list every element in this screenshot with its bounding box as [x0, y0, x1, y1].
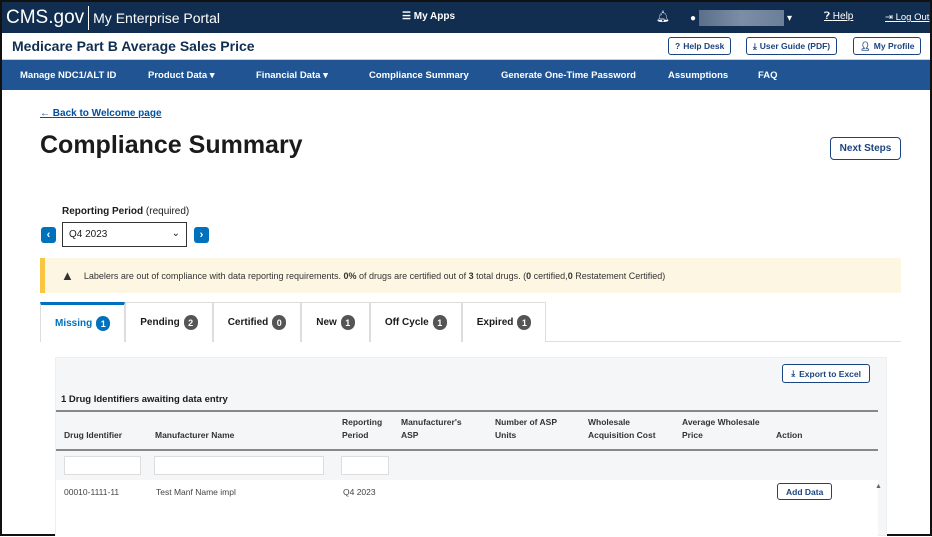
- tab-label: Expired: [476, 317, 514, 328]
- tab-label: Certified: [227, 317, 269, 328]
- count-badge: 1: [340, 315, 355, 330]
- reporting-period-label: Reporting Period (required): [62, 206, 189, 217]
- logo-text: CMS.gov: [6, 6, 85, 28]
- my-apps-button[interactable]: ☰ My Apps: [402, 11, 455, 22]
- download-icon: ⤓: [753, 40, 757, 51]
- add-data-button[interactable]: Add Data: [777, 483, 833, 500]
- top-bar: CMS.gov My Enterprise Portal ☰ My Apps 🔔︎…: [2, 0, 930, 33]
- person-icon: 👤︎: [860, 40, 871, 51]
- table-caption: 1 Drug Identifiers awaiting data entry: [56, 388, 878, 412]
- help-label: Help: [832, 11, 854, 22]
- logout-link[interactable]: ⇥ Log Out: [885, 12, 929, 23]
- tab-certified[interactable]: Certified 0: [212, 302, 302, 342]
- drug-identifier-filter[interactable]: [64, 456, 141, 475]
- nav-generate-otp[interactable]: Generate One-Time Password: [501, 69, 636, 81]
- user-guide-label: User Guide (PDF): [759, 41, 831, 51]
- user-guide-button[interactable]: ⤓ User Guide (PDF): [746, 37, 838, 55]
- my-profile-label: My Profile: [873, 41, 915, 51]
- count-badge: 1: [432, 315, 447, 330]
- col-manufacturer-name[interactable]: Manufacturer Name: [155, 430, 235, 440]
- col-average-wholesale-price[interactable]: Average Wholesale Price: [682, 417, 760, 440]
- col-wholesale-acquisition-cost[interactable]: Wholesale Acquisition Cost: [588, 417, 656, 440]
- app-title: Medicare Part B Average Sales Price: [12, 38, 255, 54]
- export-label: Export to Excel: [799, 368, 861, 379]
- count-badge: 2: [183, 315, 198, 330]
- tab-label: Pending: [140, 317, 180, 328]
- caret-down-icon: ▾: [787, 12, 793, 24]
- col-asp-units[interactable]: Number of ASP Units: [495, 417, 557, 440]
- warning-icon: ▲: [61, 268, 74, 283]
- cms-logo[interactable]: CMS.gov My Enterprise Portal: [2, 5, 220, 30]
- count-badge: 0: [272, 315, 287, 330]
- tab-pending[interactable]: Pending 2: [125, 302, 213, 342]
- drug-id-cell: 00010-1111-11: [64, 487, 120, 497]
- nav-label: Financial Data: [256, 69, 321, 81]
- tab-off-cycle[interactable]: Off Cycle 1: [369, 302, 462, 342]
- app-header: Medicare Part B Average Sales Price ? Hel…: [2, 33, 930, 60]
- nav-manage-ndc[interactable]: Manage NDC1/ALT ID: [20, 69, 117, 81]
- status-tabs: Missing 1 Pending 2 Certified 0 New 1 Off Cy…: [40, 302, 901, 342]
- period-cell: Q4 2023: [343, 487, 376, 497]
- next-period-button[interactable]: ›: [194, 227, 209, 243]
- user-icon: ●: [690, 12, 697, 24]
- help-desk-button[interactable]: ? Help Desk: [668, 37, 732, 55]
- redacted-username: [699, 10, 785, 26]
- manufacturer-cell: Test Manf Name impl: [156, 487, 236, 497]
- tab-missing[interactable]: Missing 1: [40, 302, 126, 342]
- question-icon: ❓︎: [824, 11, 833, 22]
- caret-down-icon: ▾: [209, 69, 215, 81]
- nav-financial-data[interactable]: Financial Data ▾: [256, 70, 328, 81]
- tab-label: Missing: [55, 318, 93, 329]
- table-row: 00010-1111-11 Test Manf Name impl Q4 202…: [56, 480, 878, 537]
- previous-period-button[interactable]: ‹: [41, 227, 56, 243]
- nav-compliance-summary[interactable]: Compliance Summary: [369, 69, 469, 81]
- alert-text: Labelers are out of compliance with data…: [83, 270, 666, 281]
- user-menu[interactable]: ● ▾: [690, 10, 792, 26]
- drug-table-panel: ⤓ Export to Excel 1 Drug Identifiers awai…: [55, 357, 887, 537]
- nav-product-data[interactable]: Product Data ▾: [148, 70, 215, 81]
- col-drug-identifier[interactable]: Drug Identifier: [64, 430, 123, 440]
- scroll-up-arrow[interactable]: ▲: [875, 483, 882, 490]
- arrow-left-icon: ←: [40, 108, 53, 119]
- help-link[interactable]: ❓︎ Help: [824, 11, 853, 22]
- question-circle-icon: ?: [675, 41, 681, 51]
- main-nav: Manage NDC1/ALT ID Product Data ▾ Financ…: [2, 60, 930, 90]
- portal-name: My Enterprise Portal: [93, 9, 220, 26]
- col-action: Action: [776, 430, 803, 440]
- logout-label: Log Out: [895, 12, 930, 23]
- menu-icon: ☰: [402, 11, 414, 22]
- reporting-period-filter[interactable]: [341, 456, 389, 475]
- logout-icon: ⇥: [885, 12, 896, 23]
- caret-down-icon: ▾: [323, 69, 328, 81]
- manufacturer-name-filter[interactable]: [154, 456, 324, 475]
- count-badge: 1: [517, 315, 532, 330]
- col-manufacturer-asp[interactable]: Manufacturer's ASP: [401, 417, 462, 440]
- nav-assumptions[interactable]: Assumptions: [668, 69, 729, 81]
- help-desk-label: Help Desk: [683, 41, 725, 51]
- my-profile-button[interactable]: 👤︎ My Profile: [853, 37, 922, 55]
- required-text: (required): [145, 206, 190, 217]
- tab-label: New: [316, 317, 337, 328]
- page-title: Compliance Summary: [40, 131, 303, 159]
- col-reporting-period[interactable]: Reporting Period: [342, 417, 383, 440]
- nav-label: Product Data: [148, 69, 208, 81]
- compliance-alert: ▲ Labelers are out of compliance with da…: [40, 258, 901, 293]
- label-text: Reporting Period: [62, 206, 144, 217]
- selected-value: Q4 2023: [69, 229, 108, 240]
- bell-icon[interactable]: 🔔︎: [656, 11, 670, 23]
- tab-label: Off Cycle: [384, 317, 429, 328]
- export-excel-button[interactable]: ⤓ Export to Excel: [782, 364, 870, 383]
- nav-faq[interactable]: FAQ: [758, 69, 778, 81]
- tab-expired[interactable]: Expired 1: [461, 302, 547, 342]
- tab-new[interactable]: New 1: [301, 302, 370, 342]
- back-label: Back to Welcome page: [52, 108, 162, 119]
- chevron-down-icon: ⌄: [171, 228, 180, 239]
- download-icon: ⤓: [791, 368, 796, 378]
- count-badge: 1: [96, 316, 111, 331]
- back-link[interactable]: ← Back to Welcome page: [40, 108, 162, 119]
- next-steps-button[interactable]: Next Steps: [830, 137, 901, 160]
- my-apps-label: My Apps: [413, 11, 456, 22]
- reporting-period-select[interactable]: Q4 2023 ⌄: [62, 222, 187, 247]
